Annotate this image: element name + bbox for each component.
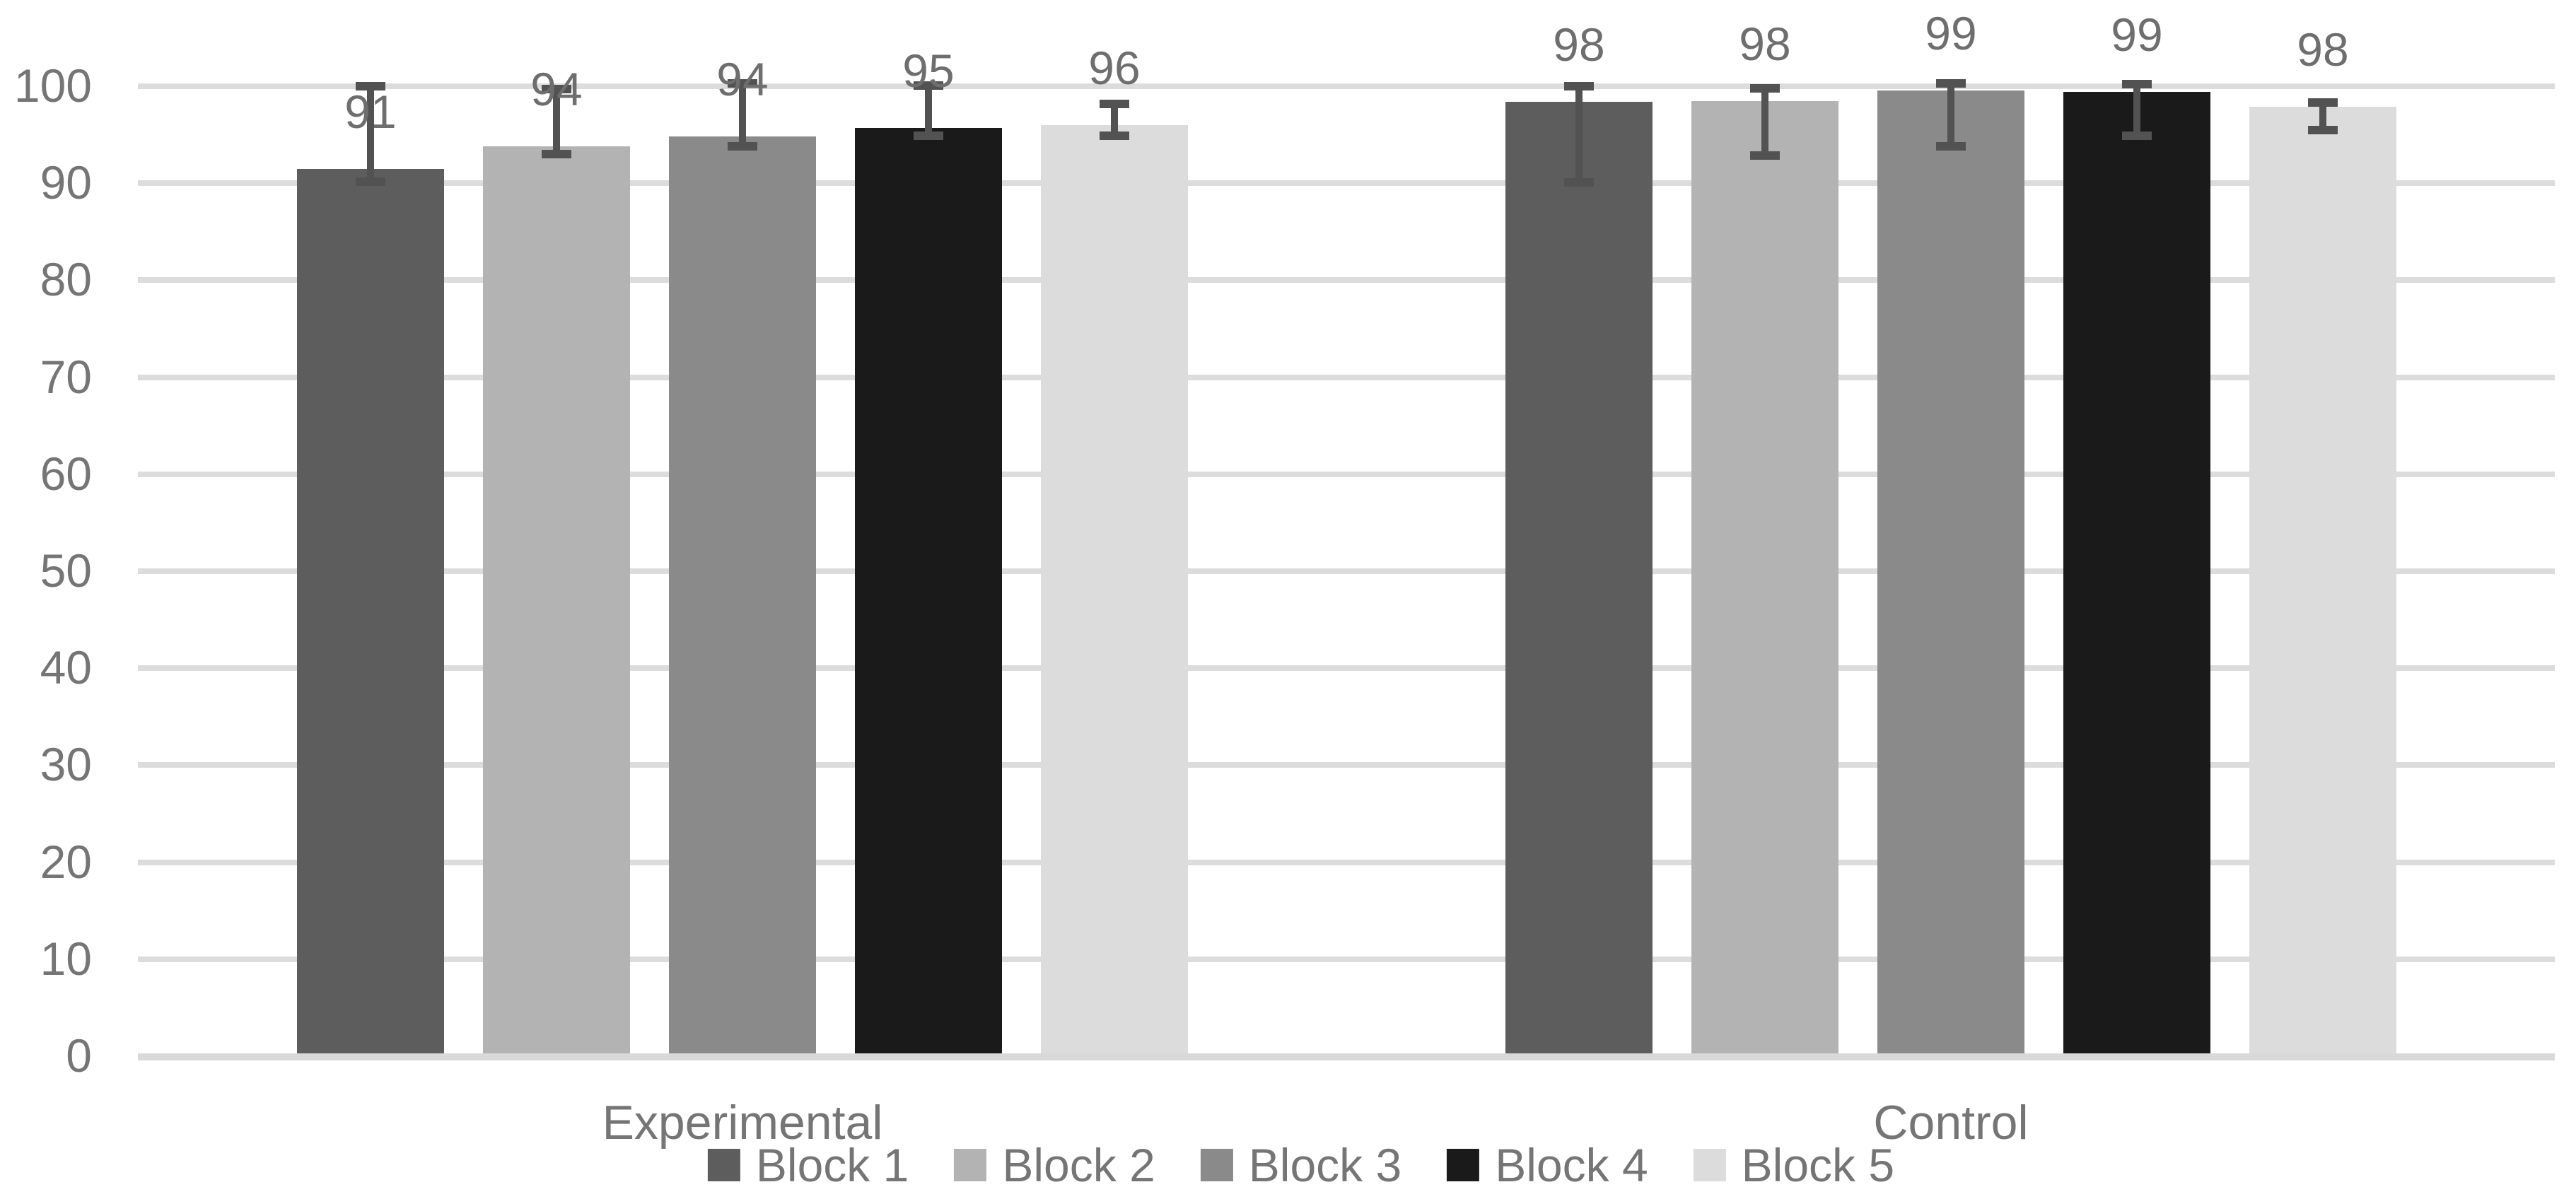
- h-gridline: [138, 957, 2555, 962]
- h-gridline: [138, 665, 2555, 671]
- h-gridline: [138, 180, 2555, 186]
- error-bar-cap: [1750, 151, 1780, 160]
- error-bar-cap: [2122, 80, 2152, 88]
- bar-block3-control: [1877, 90, 2024, 1053]
- bar-value-label: 94: [530, 63, 583, 115]
- bar-block2-experimental: [483, 146, 630, 1053]
- error-bar-line: [367, 86, 374, 181]
- y-tick-label: 60: [40, 448, 92, 500]
- error-bar-cap: [2308, 126, 2338, 134]
- bar-value-label: 95: [902, 45, 955, 97]
- legend-swatch-icon: [1200, 1149, 1233, 1181]
- error-bar-cap: [914, 81, 943, 90]
- legend-swatch-icon: [1447, 1149, 1480, 1181]
- bar-block5-control: [2249, 107, 2396, 1053]
- bar-value-label: 99: [1925, 7, 1977, 59]
- error-bar-line: [2319, 103, 2326, 129]
- y-tick-label: 20: [40, 836, 92, 888]
- error-bar-line: [1947, 83, 1954, 146]
- bar-value-label: 91: [344, 86, 397, 138]
- bar-value-label: 94: [716, 53, 769, 105]
- category-label-control: Control: [1873, 1096, 2029, 1150]
- legend-label: Block 1: [755, 1139, 909, 1191]
- y-tick-label: 0: [66, 1029, 92, 1082]
- error-bar-cap: [356, 177, 385, 186]
- error-bar-cap: [1564, 178, 1594, 187]
- bar-block1-experimental: [297, 169, 444, 1053]
- y-tick-label: 100: [13, 59, 92, 112]
- error-bar-line: [1111, 104, 1118, 136]
- error-bar-line: [553, 89, 560, 154]
- error-bar-line: [739, 83, 746, 146]
- error-bar-cap: [1936, 142, 1966, 151]
- legend-swatch-icon: [1693, 1149, 1726, 1181]
- h-gridline: [138, 860, 2555, 865]
- y-tick-label: 90: [40, 156, 92, 209]
- h-gridline: [138, 277, 2555, 283]
- h-gridline: [138, 762, 2555, 768]
- h-gridline: [138, 83, 2555, 89]
- error-bar-cap: [542, 150, 571, 158]
- error-bar-cap: [1100, 100, 1129, 108]
- error-bar-cap: [1564, 82, 1594, 90]
- y-tick-label: 40: [40, 641, 92, 694]
- error-bar-cap: [914, 131, 943, 140]
- error-bar-cap: [2308, 98, 2338, 107]
- category-label-experimental: Experimental: [602, 1096, 883, 1150]
- chart-legend: Block 1 Block 2 Block 3 Block 4 Block 5: [707, 1139, 1895, 1191]
- legend-item-block5: Block 5: [1693, 1139, 1895, 1191]
- error-bar-cap: [1750, 84, 1780, 93]
- bar-value-label: 98: [1739, 18, 1791, 70]
- h-gridline: [138, 375, 2555, 380]
- error-bar-line: [925, 86, 932, 136]
- bar-value-label: 98: [2297, 23, 2349, 76]
- bar-value-label: 98: [1553, 18, 1605, 71]
- legend-label: Block 2: [1002, 1139, 1155, 1191]
- bar-block2-control: [1691, 101, 1838, 1053]
- bar-value-label: 99: [2111, 8, 2163, 61]
- legend-item-block2: Block 2: [954, 1139, 1155, 1191]
- error-bar-cap: [542, 85, 571, 93]
- y-tick-label: 10: [40, 932, 92, 985]
- error-bar-cap: [728, 79, 757, 88]
- error-bar-cap: [2122, 131, 2152, 140]
- h-gridline: [138, 472, 2555, 477]
- legend-swatch-icon: [707, 1149, 740, 1181]
- y-tick-label: 30: [40, 738, 92, 790]
- legend-label: Block 4: [1495, 1139, 1648, 1191]
- error-bar-cap: [728, 142, 757, 151]
- legend-item-block1: Block 1: [707, 1139, 909, 1191]
- y-tick-label: 80: [40, 253, 92, 305]
- bar-block5-experimental: [1041, 125, 1188, 1053]
- error-bar-line: [2133, 84, 2140, 136]
- bar-block4-control: [2063, 92, 2210, 1053]
- bar-value-label: 96: [1088, 42, 1141, 94]
- legend-item-block3: Block 3: [1200, 1139, 1402, 1191]
- error-bar-cap: [356, 82, 385, 90]
- legend-swatch-icon: [954, 1149, 987, 1181]
- bar-block4-experimental: [855, 128, 1002, 1053]
- x-axis-line: [138, 1053, 2555, 1060]
- error-bar-cap: [1936, 79, 1966, 88]
- bar-block3-experimental: [669, 136, 816, 1053]
- error-bar-line: [1575, 86, 1583, 182]
- error-bar-line: [1761, 88, 1768, 156]
- y-tick-label: 70: [40, 351, 92, 403]
- legend-item-block4: Block 4: [1447, 1139, 1648, 1191]
- y-tick-label: 50: [40, 544, 92, 597]
- legend-label: Block 3: [1248, 1139, 1402, 1191]
- error-bar-cap: [1100, 131, 1129, 140]
- legend-label: Block 5: [1741, 1139, 1895, 1191]
- bar-block1-control: [1505, 102, 1653, 1053]
- h-gridline: [138, 568, 2555, 574]
